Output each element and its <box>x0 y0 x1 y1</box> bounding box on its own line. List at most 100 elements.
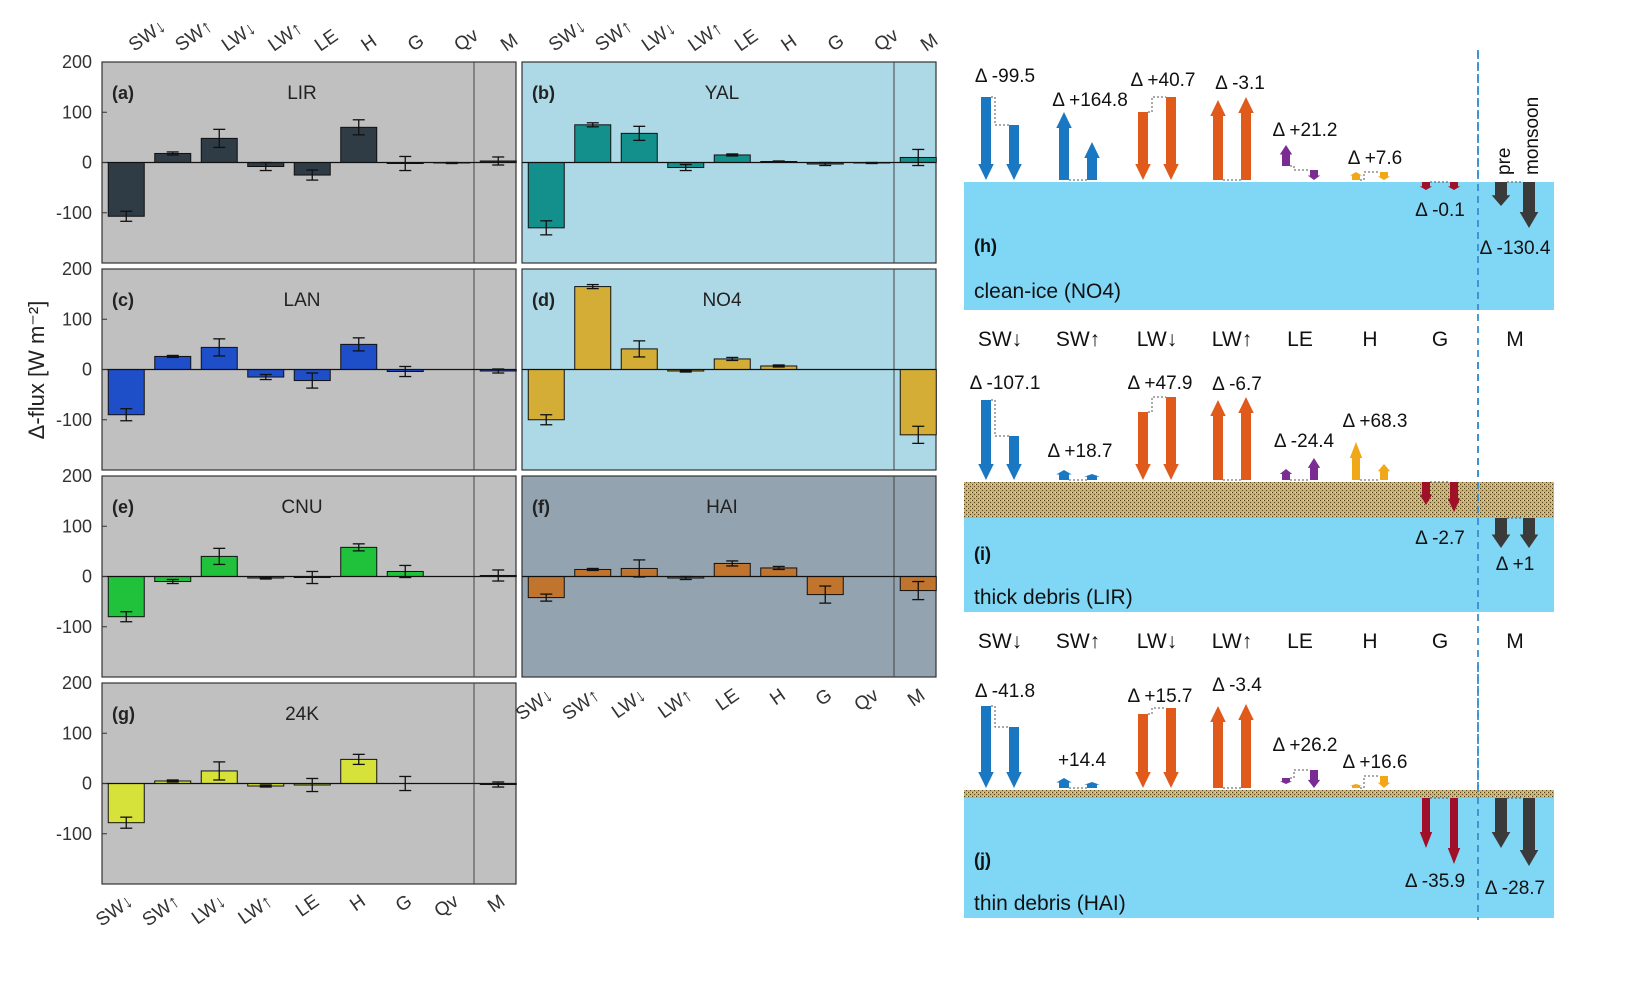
schematic-title: thick debris (LIR) <box>974 586 1133 609</box>
x-tick-label-LE: LE <box>731 26 762 57</box>
delta-label-M: Δ -130.4 <box>1480 238 1551 259</box>
x-tick-label-LE: LE <box>311 26 342 57</box>
panel-tag: (d) <box>532 290 555 310</box>
x-tick-label-M: M <box>904 685 929 711</box>
x-tick-label-LW↓: LW↓ <box>638 18 680 56</box>
y-tick-label: 0 <box>82 774 92 794</box>
schematic-title: thin debris (HAI) <box>974 892 1126 915</box>
row-label-M: M <box>1506 630 1524 653</box>
x-tick-label-Qv: Qv <box>431 891 463 922</box>
panel-hai: (f) HAI <box>521 475 937 678</box>
delta-label-G: Δ -0.1 <box>1415 200 1465 221</box>
delta-label-LW↑: Δ -3.4 <box>1212 675 1262 696</box>
delta-label-G: Δ -35.9 <box>1405 871 1465 892</box>
flux-arrow-LE-monsoon <box>1307 458 1321 480</box>
delta-label-SW↑: Δ +164.8 <box>1052 90 1128 111</box>
delta-label-LW↓: Δ +47.9 <box>1128 373 1193 394</box>
row-label-SW↓: SW↓ <box>978 630 1022 653</box>
flux-arrow-M-monsoon <box>1519 798 1539 866</box>
row-label-M: M <box>1506 328 1524 351</box>
delta-label-LE: Δ +26.2 <box>1273 735 1338 756</box>
x-tick-label-Qv: Qv <box>451 25 483 56</box>
x-tick-label-M: M <box>917 30 942 56</box>
row-label-H: H <box>1362 328 1377 351</box>
debris-layer <box>964 790 1554 798</box>
connector-line <box>991 96 1009 126</box>
row-label-LW↓: LW↓ <box>1137 328 1177 351</box>
y-tick-label: 200 <box>62 673 92 693</box>
delta-label-LW↓: Δ +15.7 <box>1128 686 1193 707</box>
x-tick-label-LW↓: LW↓ <box>608 685 650 723</box>
schematic-tag: (h) <box>974 236 997 256</box>
bar-chart-area: (a) LIR -100 0 100 200 (b) YAL (c) LAN -100 0 100 200… <box>56 16 942 931</box>
flux-arrow-H-monsoon <box>1377 776 1391 788</box>
y-tick-label: 0 <box>82 360 92 380</box>
flux-arrow-M-pre <box>1491 182 1511 206</box>
schematic-thin-debris: Δ -41.8 +14.4 Δ +15.7 Δ -3.4 Δ +26.2Δ +16.6 Δ… <box>964 665 1554 918</box>
panel-site-name: NO4 <box>702 290 742 311</box>
bar-H <box>340 546 378 577</box>
row-label-G: G <box>1432 328 1448 351</box>
flux-arrow-SW↑-monsoon <box>1084 142 1100 180</box>
flux-arrow-SW↓-pre <box>978 706 994 788</box>
bar-SW↑ <box>154 355 192 370</box>
connector-line <box>1148 707 1166 715</box>
row-label-LE: LE <box>1287 630 1313 653</box>
flux-arrow-LW↓-pre <box>1135 714 1151 788</box>
panel-lan: (c) LAN -100 0 100 200 <box>56 259 517 471</box>
season-label-pre: pre <box>1494 148 1515 175</box>
row-label-LW↑: LW↑ <box>1212 630 1252 653</box>
x-tick-label-LW↑: LW↑ <box>235 891 277 929</box>
schematic-clean-ice: Δ -99.5 Δ +164.8Δ +40.7 Δ -3.1 Δ +21.2 Δ +7.… <box>964 52 1554 310</box>
flux-arrow-G-monsoon <box>1447 798 1461 864</box>
x-tick-label-LW↓: LW↓ <box>218 18 260 56</box>
delta-label-M: Δ +1 <box>1496 554 1535 575</box>
delta-label-LW↑: Δ -6.7 <box>1212 374 1262 395</box>
x-tick-label-G: G <box>392 891 416 917</box>
x-tick-label-SW↑: SW↑ <box>139 891 184 931</box>
flux-arrow-M-monsoon <box>1519 182 1539 228</box>
flux-arrow-H-monsoon <box>1377 464 1391 480</box>
delta-label-M: Δ -28.7 <box>1485 878 1545 899</box>
flux-arrow-LW↓-monsoon <box>1163 397 1179 480</box>
season-label-monsoon: monsoon <box>1522 97 1543 175</box>
ice-layer <box>964 182 1554 310</box>
bar-SW↓ <box>107 783 145 824</box>
flux-arrow-M-monsoon <box>1519 518 1539 548</box>
bar-SW↓ <box>107 162 145 217</box>
x-tick-label-SW↑: SW↑ <box>172 16 217 56</box>
y-tick-label: -100 <box>56 824 92 844</box>
schematic-area: Δ -99.5 Δ +164.8Δ +40.7 Δ -3.1 Δ +21.2 Δ +7.… <box>964 50 1554 920</box>
schematic-title: clean-ice (NO4) <box>974 280 1121 303</box>
row-label-LW↓: LW↓ <box>1137 630 1177 653</box>
x-tick-label-G: G <box>404 30 428 56</box>
flux-arrow-SW↓-monsoon <box>1006 436 1022 480</box>
delta-label-SW↑: Δ +18.7 <box>1048 441 1113 462</box>
flux-arrow-SW↑-monsoon <box>1084 782 1100 788</box>
delta-label-SW↑: +14.4 <box>1058 750 1107 771</box>
row-label-SW↑: SW↑ <box>1056 630 1100 653</box>
flux-arrow-LW↑-monsoon <box>1238 704 1254 788</box>
x-tick-label-LW↓: LW↓ <box>188 891 230 929</box>
panel-site-name: LIR <box>287 83 317 104</box>
bar-SW↑ <box>574 286 612 370</box>
x-tick-label-LE: LE <box>292 891 323 922</box>
panel-tag: (a) <box>112 83 134 103</box>
x-tick-label-SW↓: SW↓ <box>512 685 557 725</box>
flux-arrow-LW↑-monsoon <box>1238 97 1254 180</box>
flux-arrow-SW↑-pre <box>1056 470 1072 480</box>
delta-label-LE: Δ -24.4 <box>1274 431 1335 452</box>
panel-tag: (g) <box>112 704 135 724</box>
x-tick-label-LW↑: LW↑ <box>655 685 697 723</box>
y-tick-label: 100 <box>62 309 92 329</box>
panel-yal: (b) YAL <box>521 61 937 264</box>
bar-SW↓ <box>107 576 145 618</box>
y-tick-label: 0 <box>82 153 92 173</box>
flux-arrow-LW↓-pre <box>1135 412 1151 480</box>
x-tick-label-H: H <box>766 685 789 710</box>
flux-arrow-LE-pre <box>1279 145 1293 166</box>
schematic-thick-debris: Δ -107.1 Δ +18.7 Δ +47.9 Δ -6.7 Δ -24.4 Δ +68… <box>964 362 1554 612</box>
x-tick-label-Qv: Qv <box>871 25 903 56</box>
bar-SW↓ <box>107 369 145 416</box>
delta-label-LW↑: Δ -3.1 <box>1215 73 1265 94</box>
